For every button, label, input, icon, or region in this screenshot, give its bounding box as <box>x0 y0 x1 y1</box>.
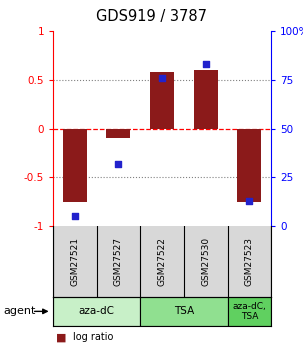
Bar <box>194 70 218 128</box>
Text: GSM27530: GSM27530 <box>201 237 210 286</box>
Point <box>116 161 121 166</box>
Text: agent: agent <box>3 306 35 316</box>
Bar <box>106 128 131 138</box>
Bar <box>140 297 228 326</box>
Text: ■: ■ <box>56 333 67 342</box>
Point <box>72 214 77 219</box>
Text: log ratio: log ratio <box>73 333 113 342</box>
Point <box>247 198 252 204</box>
Text: GSM27523: GSM27523 <box>245 237 254 286</box>
Text: GSM27527: GSM27527 <box>114 237 123 286</box>
Bar <box>237 128 261 201</box>
Point <box>160 75 165 81</box>
Text: GDS919 / 3787: GDS919 / 3787 <box>96 9 207 23</box>
Text: GSM27522: GSM27522 <box>158 237 167 286</box>
Point <box>203 61 208 67</box>
Text: aza-dC: aza-dC <box>79 306 115 316</box>
Bar <box>150 72 174 128</box>
Bar <box>53 297 140 326</box>
Text: aza-dC,
TSA: aza-dC, TSA <box>232 302 266 321</box>
Text: TSA: TSA <box>174 306 194 316</box>
Text: GSM27521: GSM27521 <box>70 237 79 286</box>
Bar <box>228 297 271 326</box>
Bar <box>63 128 87 201</box>
